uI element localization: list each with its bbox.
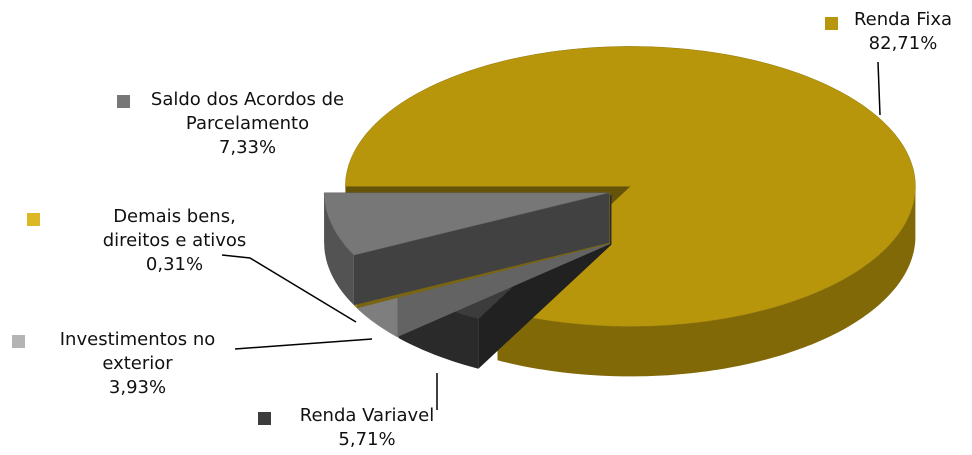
slice-side: [324, 192, 354, 306]
category: Demais bens, direitos e ativos: [102, 206, 247, 251]
slice-side: [497, 186, 916, 377]
value-label: 3,93%: [108, 377, 167, 398]
legend-label: Renda Variavel 5,71%: [282, 404, 452, 452]
value-label: 0,31%: [145, 254, 204, 275]
legend-label: Demais bens, direitos e ativos 0,31%: [82, 205, 267, 277]
leader-line: [221, 254, 357, 323]
leader-line: [877, 61, 881, 116]
value-label: 5,71%: [338, 429, 396, 450]
leader-line: [234, 338, 373, 350]
category: Investimentos no exterior: [59, 329, 216, 374]
category: Saldo dos Acordos de Parcelamento: [150, 89, 345, 134]
legend-label: Saldo dos Acordos de Parcelamento 7,33%: [140, 88, 355, 160]
slice: [345, 46, 916, 327]
slice: [323, 192, 610, 256]
category: Renda Fixa: [853, 9, 953, 30]
value-label: 7,33%: [218, 137, 277, 158]
category: Renda Variavel: [299, 405, 435, 426]
legend-label: Investimentos no exterior 3,93%: [40, 328, 235, 400]
legend-label: Renda Fixa 82,71%: [838, 8, 968, 56]
value-label: 82,71%: [868, 33, 938, 54]
